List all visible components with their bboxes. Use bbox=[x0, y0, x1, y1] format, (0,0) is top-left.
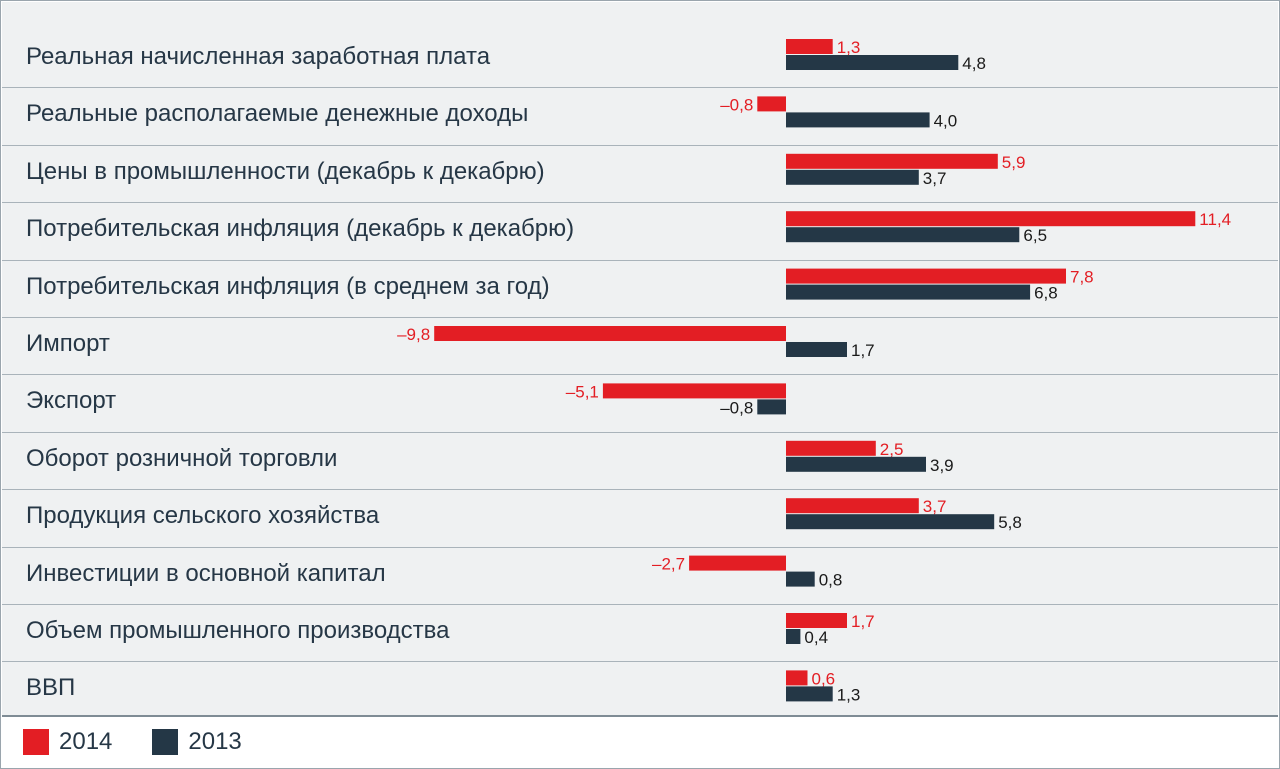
bar-2014 bbox=[786, 440, 876, 456]
legend: 2014 2013 bbox=[23, 725, 282, 759]
bar-2013 bbox=[786, 571, 815, 587]
data-label-2014: –2,7 bbox=[652, 555, 685, 574]
legend-swatch-2014 bbox=[23, 729, 49, 755]
bar-2014 bbox=[786, 670, 808, 686]
bar-2013 bbox=[786, 284, 1031, 300]
data-label-2013: 6,5 bbox=[1023, 226, 1047, 245]
row-divider bbox=[2, 604, 1278, 605]
bar-2013 bbox=[757, 399, 786, 415]
bar-2014 bbox=[689, 555, 786, 571]
category-label: Оборот розничной торговли bbox=[26, 445, 338, 472]
data-label-2014: 1,7 bbox=[851, 612, 875, 631]
bar-2013 bbox=[786, 456, 926, 472]
bar-2014 bbox=[786, 268, 1066, 284]
category-label: Объем промышленного производства bbox=[26, 617, 450, 644]
data-label-2013: 6,8 bbox=[1034, 284, 1058, 303]
category-label: Инвестиции в основной капитал bbox=[26, 560, 386, 587]
data-label-2014: –5,1 bbox=[566, 382, 599, 401]
row-divider bbox=[2, 202, 1278, 203]
legend-label-2014: 2014 bbox=[59, 728, 113, 755]
bar-2013 bbox=[786, 514, 995, 530]
category-label: Потребительская инфляция (в среднем за г… bbox=[26, 273, 550, 300]
category-label: Цены в промышленности (декабрь к декабрю… bbox=[26, 158, 545, 185]
data-label-2014: 11,4 bbox=[1199, 210, 1231, 229]
data-label-2013: 4,8 bbox=[962, 54, 986, 73]
data-label-2013: 4,0 bbox=[934, 111, 958, 130]
bar-2014 bbox=[434, 326, 786, 341]
data-label-2014: 7,8 bbox=[1070, 268, 1094, 287]
row-divider bbox=[2, 145, 1278, 146]
row-divider bbox=[2, 87, 1278, 88]
bar-2014 bbox=[602, 383, 786, 399]
row-divider bbox=[2, 260, 1278, 261]
category-label: Реальные располагаемые денежные доходы bbox=[26, 100, 529, 127]
row-divider bbox=[2, 489, 1278, 490]
data-label-2013: 0,8 bbox=[819, 571, 843, 590]
data-label-2014: –0,8 bbox=[720, 95, 753, 114]
category-label: Реальная начисленная заработная плата bbox=[26, 43, 491, 70]
bar-2013 bbox=[786, 112, 930, 128]
bar-2014 bbox=[786, 153, 998, 169]
bars-canvas: 1,3 4,8 –0,8 4,0 5,9 3,7 11,4 6,5 7,8 6,8 –9,8 1,7 –… bbox=[397, 38, 1231, 704]
data-label-2014: 3,7 bbox=[923, 497, 947, 516]
row-divider bbox=[2, 374, 1278, 375]
legend-item-2014: 2014 bbox=[23, 728, 112, 756]
bar-2014 bbox=[757, 96, 786, 112]
plot-area: Реальная начисленная заработная плата Реа… bbox=[2, 2, 1278, 717]
data-label-2014: 5,9 bbox=[1002, 153, 1026, 172]
data-label-2013: –0,8 bbox=[720, 398, 753, 417]
bar-2014 bbox=[786, 39, 833, 54]
data-label-2013: 1,7 bbox=[851, 341, 875, 360]
bar-2014 bbox=[786, 498, 919, 514]
bar-2013 bbox=[786, 55, 959, 70]
legend-label-2013: 2013 bbox=[188, 728, 242, 755]
data-label-2013: 5,8 bbox=[998, 513, 1022, 532]
bar-2013 bbox=[786, 342, 847, 357]
bar-2013 bbox=[786, 629, 801, 644]
bar-2013 bbox=[786, 227, 1020, 243]
category-label: Экспорт bbox=[26, 387, 117, 414]
data-label-2014: 2,5 bbox=[880, 440, 904, 459]
data-label-2014: –9,8 bbox=[397, 325, 430, 344]
data-label-2014: 1,3 bbox=[837, 38, 861, 57]
bar-2014 bbox=[786, 613, 847, 628]
bar-2014 bbox=[786, 211, 1196, 227]
data-label-2013: 0,4 bbox=[804, 628, 828, 647]
category-label: Продукция сельского хозяйства bbox=[26, 502, 380, 529]
category-label: ВВП bbox=[26, 674, 76, 701]
category-label: Импорт bbox=[26, 330, 110, 357]
legend-swatch-2013 bbox=[152, 729, 179, 755]
category-label: Потребительская инфляция (декабрь к дека… bbox=[26, 215, 575, 242]
bar-2013 bbox=[786, 686, 833, 702]
row-divider bbox=[2, 317, 1278, 318]
row-divider bbox=[2, 432, 1278, 433]
row-divider bbox=[2, 547, 1278, 548]
legend-item-2013: 2013 bbox=[152, 728, 242, 756]
data-label-2013: 1,3 bbox=[837, 685, 861, 704]
data-label-2014: 0,6 bbox=[812, 669, 836, 688]
data-label-2013: 3,9 bbox=[930, 456, 954, 475]
row-divider bbox=[2, 661, 1278, 662]
data-label-2013: 3,7 bbox=[923, 169, 947, 188]
bar-2013 bbox=[786, 169, 919, 185]
